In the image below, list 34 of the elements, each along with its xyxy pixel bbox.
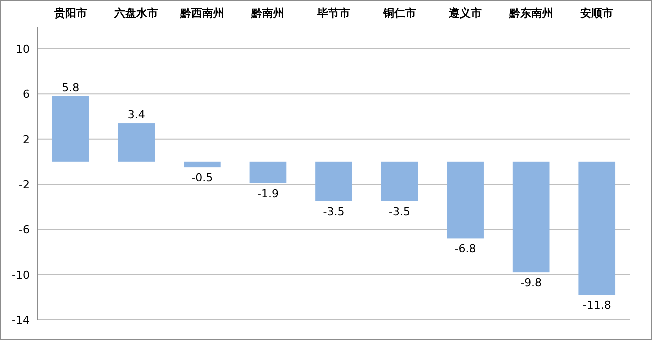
y-tick-label: 2 [23,133,30,146]
data-label: -1.9 [257,187,279,200]
bar [381,162,418,202]
x-tick-label: 毕节市 [316,7,350,20]
bar [316,162,352,202]
data-label: -6.8 [454,242,476,256]
bar [447,162,484,239]
data-label: -3.5 [323,205,345,218]
bar [250,162,287,184]
y-tick-label: -6 [19,224,30,237]
data-label: -3.5 [389,205,411,218]
x-tick-label: 六盘水市 [114,7,159,20]
data-label: 5.8 [62,81,80,94]
x-tick-label: 铜仁市 [382,7,416,20]
y-tick-label: -2 [19,178,30,192]
x-tick-label: 贵阳市 [53,7,88,20]
bar [578,162,616,296]
bar [184,162,221,168]
data-label: -9.8 [520,276,542,290]
y-tick-label: 6 [23,88,30,102]
x-tick-label: 黔南州 [250,7,285,20]
data-label: 3.4 [128,108,146,122]
y-tick-label: -10 [12,268,30,282]
data-label: -0.5 [192,172,214,185]
x-tick-label: 遵义市 [448,7,482,20]
y-tick-label: 10 [16,43,30,56]
bar [118,124,156,162]
bar [512,162,550,273]
data-label: -11.8 [582,299,612,312]
y-tick-label: -14 [12,314,30,327]
bar [52,96,90,162]
x-tick-label: 安顺市 [580,7,614,20]
x-tick-label: 黔西南州 [179,7,224,20]
x-tick-label: 黔东南州 [508,7,554,20]
